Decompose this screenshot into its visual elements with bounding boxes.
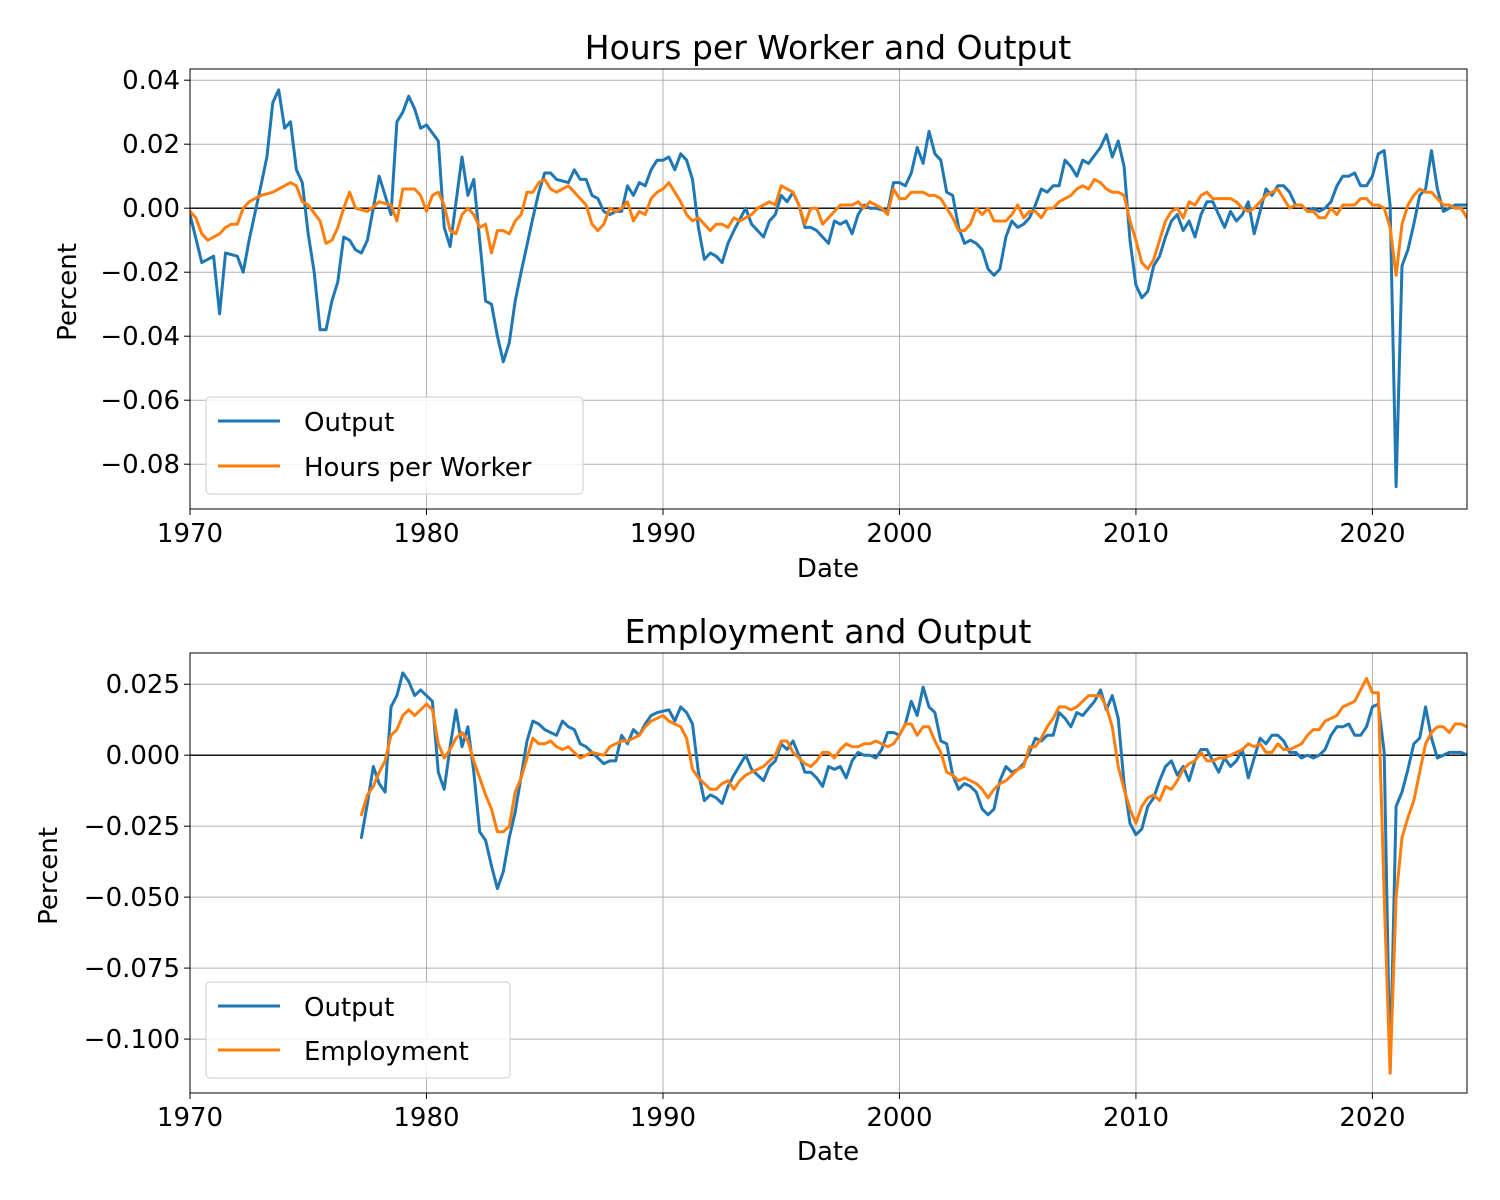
x-tick-label: 1980 bbox=[393, 519, 459, 549]
y-tick-label: −0.075 bbox=[84, 954, 180, 984]
y-tick-label: 0.00 bbox=[122, 194, 180, 224]
series-line-hours-per-worker bbox=[190, 177, 1467, 277]
chart-title: Hours per Worker and Output bbox=[585, 28, 1071, 67]
y-tick-label: −0.025 bbox=[84, 812, 180, 842]
y-tick-label: −0.08 bbox=[100, 450, 180, 480]
x-axis-label: Date bbox=[797, 554, 859, 584]
x-tick-label: 2000 bbox=[866, 1103, 932, 1133]
y-tick-label: 0.025 bbox=[106, 670, 180, 700]
y-tick-label: 0.02 bbox=[122, 130, 180, 160]
plot-frame bbox=[189, 652, 1468, 1094]
y-tick-label: −0.04 bbox=[100, 322, 180, 352]
x-tick-label: 2010 bbox=[1103, 1103, 1169, 1133]
series-line-employment bbox=[359, 677, 1467, 1075]
plot-frame bbox=[189, 68, 1468, 510]
legend-label-output: Output bbox=[304, 408, 394, 438]
y-tick-label: −0.100 bbox=[84, 1025, 180, 1055]
series-layer bbox=[190, 88, 1467, 489]
x-tick-label: 2010 bbox=[1103, 519, 1169, 549]
legend-label-output: Output bbox=[304, 993, 394, 1023]
y-tick-label: 0.04 bbox=[122, 66, 180, 96]
legend: Output Hours per Worker bbox=[205, 396, 584, 495]
y-tick-label: −0.050 bbox=[84, 883, 180, 913]
legend-label-hours-per-worker: Hours per Worker bbox=[304, 453, 532, 483]
y-tick-label: −0.02 bbox=[100, 258, 180, 288]
x-tick-label: 1980 bbox=[393, 1103, 459, 1133]
series-layer bbox=[359, 671, 1467, 1075]
x-tick-label: 1970 bbox=[157, 519, 223, 549]
x-tick-label: 2020 bbox=[1339, 519, 1405, 549]
legend-label-employment: Employment bbox=[304, 1037, 469, 1067]
x-tick-label: 2000 bbox=[866, 519, 932, 549]
legend-box bbox=[205, 396, 584, 495]
x-tick-label: 1970 bbox=[157, 1103, 223, 1133]
chart-hours-per-worker-and-output: Hours per Worker and Output 1970 1980 1990… bbox=[53, 28, 1468, 584]
legend: Output Employment bbox=[205, 981, 511, 1079]
x-tick-label: 1990 bbox=[630, 1103, 696, 1133]
chart-title: Employment and Output bbox=[625, 612, 1032, 651]
x-tick-label: 2020 bbox=[1339, 1103, 1405, 1133]
y-axis-label: Percent bbox=[34, 827, 64, 925]
chart-employment-and-output: Employment and Output 1970 1980 1990 2000 20… bbox=[34, 612, 1468, 1167]
tick-labels: 1970 1980 1990 2000 2010 2020 0.04 0.02 0.00 −0.0… bbox=[100, 66, 1405, 549]
tick-labels: 1970 1980 1990 2000 2010 2020 0.025 0.000 −0.025… bbox=[84, 670, 1406, 1133]
x-axis-label: Date bbox=[797, 1137, 859, 1167]
x-tick-label: 1990 bbox=[630, 519, 696, 549]
legend-box bbox=[205, 981, 511, 1079]
y-tick-label: 0.000 bbox=[106, 741, 180, 771]
series-line-output bbox=[359, 671, 1467, 1075]
y-axis-label: Percent bbox=[53, 243, 83, 341]
y-tick-label: −0.06 bbox=[100, 386, 180, 416]
